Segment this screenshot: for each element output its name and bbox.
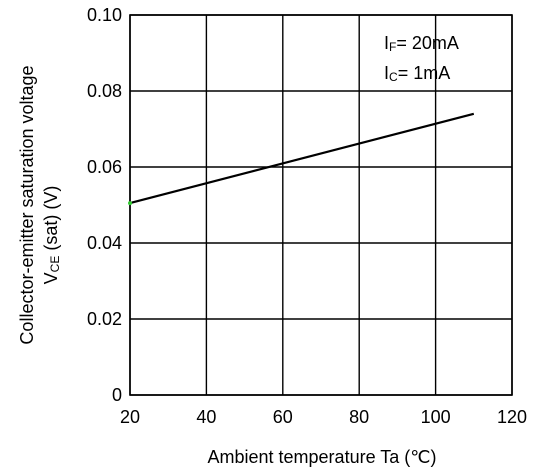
x-tick-label-0: 20 — [120, 407, 140, 427]
annotation-if: IF= 20mA — [384, 33, 459, 54]
y-axis-label-line2: VCE (sat) (V) — [41, 186, 62, 285]
series-start-point-0 — [128, 201, 132, 206]
y-tick-label-3: 0.06 — [87, 157, 122, 177]
x-tick-label-1: 40 — [196, 407, 216, 427]
y-axis-label-line1: Collector-emitter saturation voltage — [17, 65, 37, 344]
x-tick-label-5: 120 — [497, 407, 527, 427]
x-axis-label: Ambient temperature Ta (℃) — [208, 447, 437, 467]
plot-frame — [129, 14, 513, 396]
y-tick-label-1: 0.02 — [87, 309, 122, 329]
x-tick-labels: 20 40 60 80 100 120 — [120, 407, 527, 427]
series-line-0 — [129, 112, 475, 205]
x-tick-label-2: 60 — [273, 407, 293, 427]
grid-lines — [129, 14, 513, 396]
y-axis-label-2: VCE (sat) (V) — [41, 186, 62, 285]
annotation-box: IF= 20mA IC= 1mA — [384, 33, 459, 84]
y-tick-label-0: 0 — [112, 385, 122, 405]
x-tick-label-3: 80 — [349, 407, 369, 427]
y-tick-label-5: 0.10 — [87, 5, 122, 25]
y-tick-label-4: 0.08 — [87, 81, 122, 101]
y-axis-label: Collector-emitter saturation voltage — [17, 65, 37, 344]
y-tick-label-2: 0.04 — [87, 233, 122, 253]
series-layer — [128, 112, 475, 206]
annotation-ic: IC= 1mA — [384, 63, 450, 84]
x-tick-label-4: 100 — [421, 407, 451, 427]
y-tick-labels: 0 0.02 0.04 0.06 0.08 0.10 — [87, 5, 122, 405]
